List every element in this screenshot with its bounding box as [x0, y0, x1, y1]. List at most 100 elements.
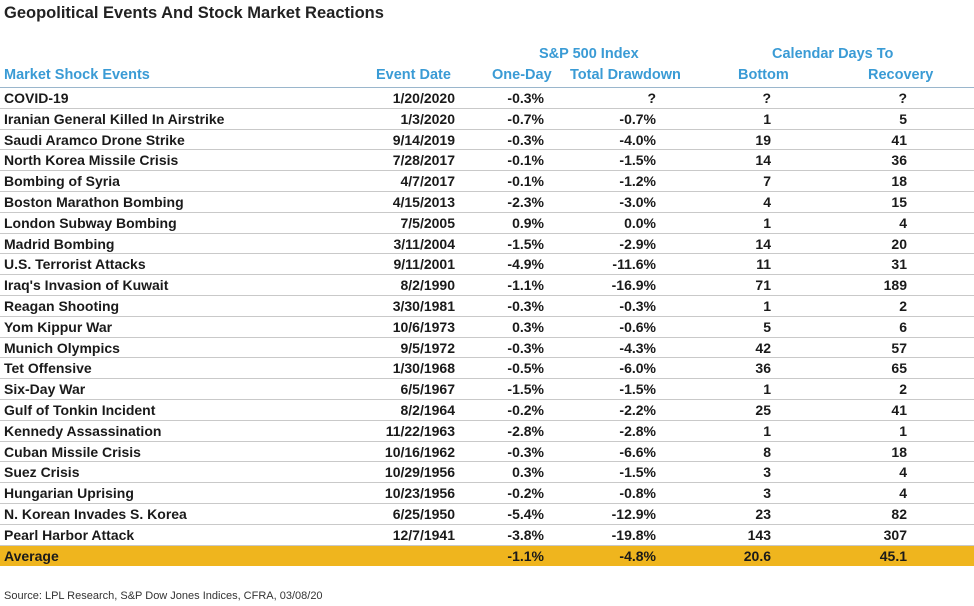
cell-bottom: 7	[763, 173, 771, 190]
cell-one-day: 0.9%	[512, 214, 544, 231]
cell-event: Bombing of Syria	[4, 173, 120, 190]
cell-drawdown: -1.5%	[619, 152, 656, 169]
cell-recovery: 65	[891, 360, 907, 377]
cell-recovery: 2	[899, 297, 907, 314]
cell-event: Yom Kippur War	[4, 318, 113, 335]
cell-drawdown: -0.7%	[619, 110, 656, 127]
cell-event: Six-Day War	[4, 381, 86, 398]
cell-date: 9/5/1972	[400, 339, 456, 356]
table-row: Hungarian Uprising 10/23/1956 -0.2% -0.8% 3 4	[0, 483, 974, 504]
cell-event: Munich Olympics	[4, 339, 120, 356]
cell-date: 4/7/2017	[400, 173, 456, 190]
cell-date: 9/14/2019	[392, 131, 455, 148]
cell-recovery: 36	[891, 152, 907, 169]
cell-drawdown: -1.5%	[619, 464, 656, 481]
column-header-bottom: Bottom	[738, 67, 789, 83]
cell-recovery: 5	[899, 110, 907, 127]
cell-one-day: -1.1%	[507, 277, 544, 294]
cell-one-day: -0.3%	[507, 297, 544, 314]
cell-one-day: 0.3%	[512, 464, 544, 481]
table-row: Madrid Bombing 3/11/2004 -1.5% -2.9% 14 20	[0, 234, 974, 255]
cell-drawdown: -0.3%	[619, 297, 656, 314]
table-row: London Subway Bombing 7/5/2005 0.9% 0.0% 1 4	[0, 213, 974, 234]
cell-drawdown: -1.2%	[619, 173, 656, 190]
cell-event: Gulf of Tonkin Incident	[4, 401, 156, 418]
cell-date: 1/3/2020	[400, 110, 456, 127]
table-body: COVID-19 1/20/2020 -0.3%??? Iranian General…	[0, 88, 974, 546]
cell-drawdown: ?	[647, 90, 656, 106]
table-row: U.S. Terrorist Attacks 9/11/2001 -4.9% -11.…	[0, 254, 974, 276]
cell-one-day: -2.3%	[507, 193, 544, 210]
cell-one-day: -0.3%	[507, 443, 544, 460]
cell-bottom: ?	[762, 90, 771, 106]
cell-date: 6/5/1967	[400, 381, 456, 398]
cell-one-day: -4.9%	[507, 256, 544, 273]
cell-bottom: 4	[763, 193, 771, 210]
cell-drawdown: -4.3%	[619, 339, 656, 356]
cell-date: 1/30/1968	[392, 360, 455, 377]
cell-event: Pearl Harbor Attack	[4, 526, 135, 543]
table-row: N. Korean Invades S. Korea 6/25/1950 -5.4%…	[0, 504, 974, 525]
column-header-recovery: Recovery	[868, 67, 934, 83]
cell-drawdown: 0.0%	[624, 214, 656, 231]
table-row: Yom Kippur War 10/6/1973 0.3% -0.6% 5 6	[0, 317, 974, 338]
cell-one-day: -5.4%	[507, 505, 544, 522]
cell-bottom: 14	[755, 152, 771, 169]
table-row: Iranian General Killed In Airstrike 1/3/2…	[0, 109, 974, 130]
cell-recovery: 2	[899, 381, 907, 398]
table-row: Suez Crisis 10/29/1956 0.3% -1.5% 3 4	[0, 462, 974, 484]
cell-one-day: -1.5%	[507, 235, 544, 252]
table-row: Kennedy Assassination 11/22/1963 -2.8% -2.8…	[0, 421, 974, 442]
cell-bottom: 25	[755, 401, 771, 418]
cell-recovery: 18	[891, 443, 907, 460]
cell-event: Hungarian Uprising	[4, 485, 134, 502]
cell-one-day: -0.2%	[507, 485, 544, 502]
cell-recovery: 31	[891, 256, 907, 273]
average-bottom: 20.6	[743, 548, 771, 564]
cell-event: Suez Crisis	[4, 464, 80, 481]
column-header-one-day: One-Day	[492, 67, 552, 83]
cell-date: 1/20/2020	[392, 90, 455, 106]
cell-date: 10/23/1956	[384, 485, 455, 502]
cell-date: 7/28/2017	[392, 152, 455, 169]
cell-bottom: 14	[755, 235, 771, 252]
cell-recovery: 4	[899, 464, 907, 481]
cell-bottom: 3	[763, 464, 771, 481]
cell-drawdown: -0.6%	[619, 318, 656, 335]
cell-date: 10/29/1956	[384, 464, 455, 481]
cell-date: 8/2/1990	[400, 277, 456, 294]
cell-recovery: 82	[891, 505, 907, 522]
cell-drawdown: -12.9%	[611, 505, 656, 522]
cell-drawdown: -16.9%	[611, 277, 656, 294]
cell-date: 6/25/1950	[392, 505, 455, 522]
cell-date: 3/30/1981	[392, 297, 455, 314]
cell-one-day: 0.3%	[512, 318, 544, 335]
cell-event: Saudi Aramco Drone Strike	[4, 131, 185, 148]
cell-event: Boston Marathon Bombing	[4, 193, 184, 210]
cell-bottom: 42	[755, 339, 771, 356]
cell-event: Cuban Missile Crisis	[4, 443, 141, 460]
column-header-drawdown: Total Drawdown	[570, 67, 681, 83]
cell-bottom: 8	[763, 443, 771, 460]
cell-recovery: 4	[899, 214, 907, 231]
cell-bottom: 1	[763, 422, 771, 439]
cell-one-day: -0.1%	[507, 173, 544, 190]
table-row: Iraq's Invasion of Kuwait 8/2/1990 -1.1% -1…	[0, 275, 974, 296]
cell-date: 10/6/1973	[392, 318, 455, 335]
cell-date: 8/2/1964	[400, 401, 456, 418]
cell-recovery: 4	[899, 485, 907, 502]
cell-drawdown: -11.6%	[612, 256, 656, 273]
cell-recovery: 1	[899, 422, 907, 439]
cell-bottom: 1	[763, 381, 771, 398]
cell-drawdown: -1.5%	[619, 381, 656, 398]
cell-bottom: 5	[763, 318, 771, 335]
cell-one-day: -0.7%	[507, 110, 544, 127]
cell-recovery: 189	[883, 277, 907, 294]
cell-event: Tet Offensive	[4, 360, 92, 377]
table-row: Gulf of Tonkin Incident 8/2/1964 -0.2% -2.2…	[0, 400, 974, 421]
cell-event: London Subway Bombing	[4, 214, 177, 231]
table-row: Tet Offensive 1/30/1968 -0.5% -6.0% 36 65	[0, 358, 974, 380]
average-drawdown: -4.8%	[619, 548, 656, 564]
average-label: Average	[4, 548, 59, 564]
table-row: Bombing of Syria 4/7/2017 -0.1% -1.2% 7 18	[0, 171, 974, 192]
